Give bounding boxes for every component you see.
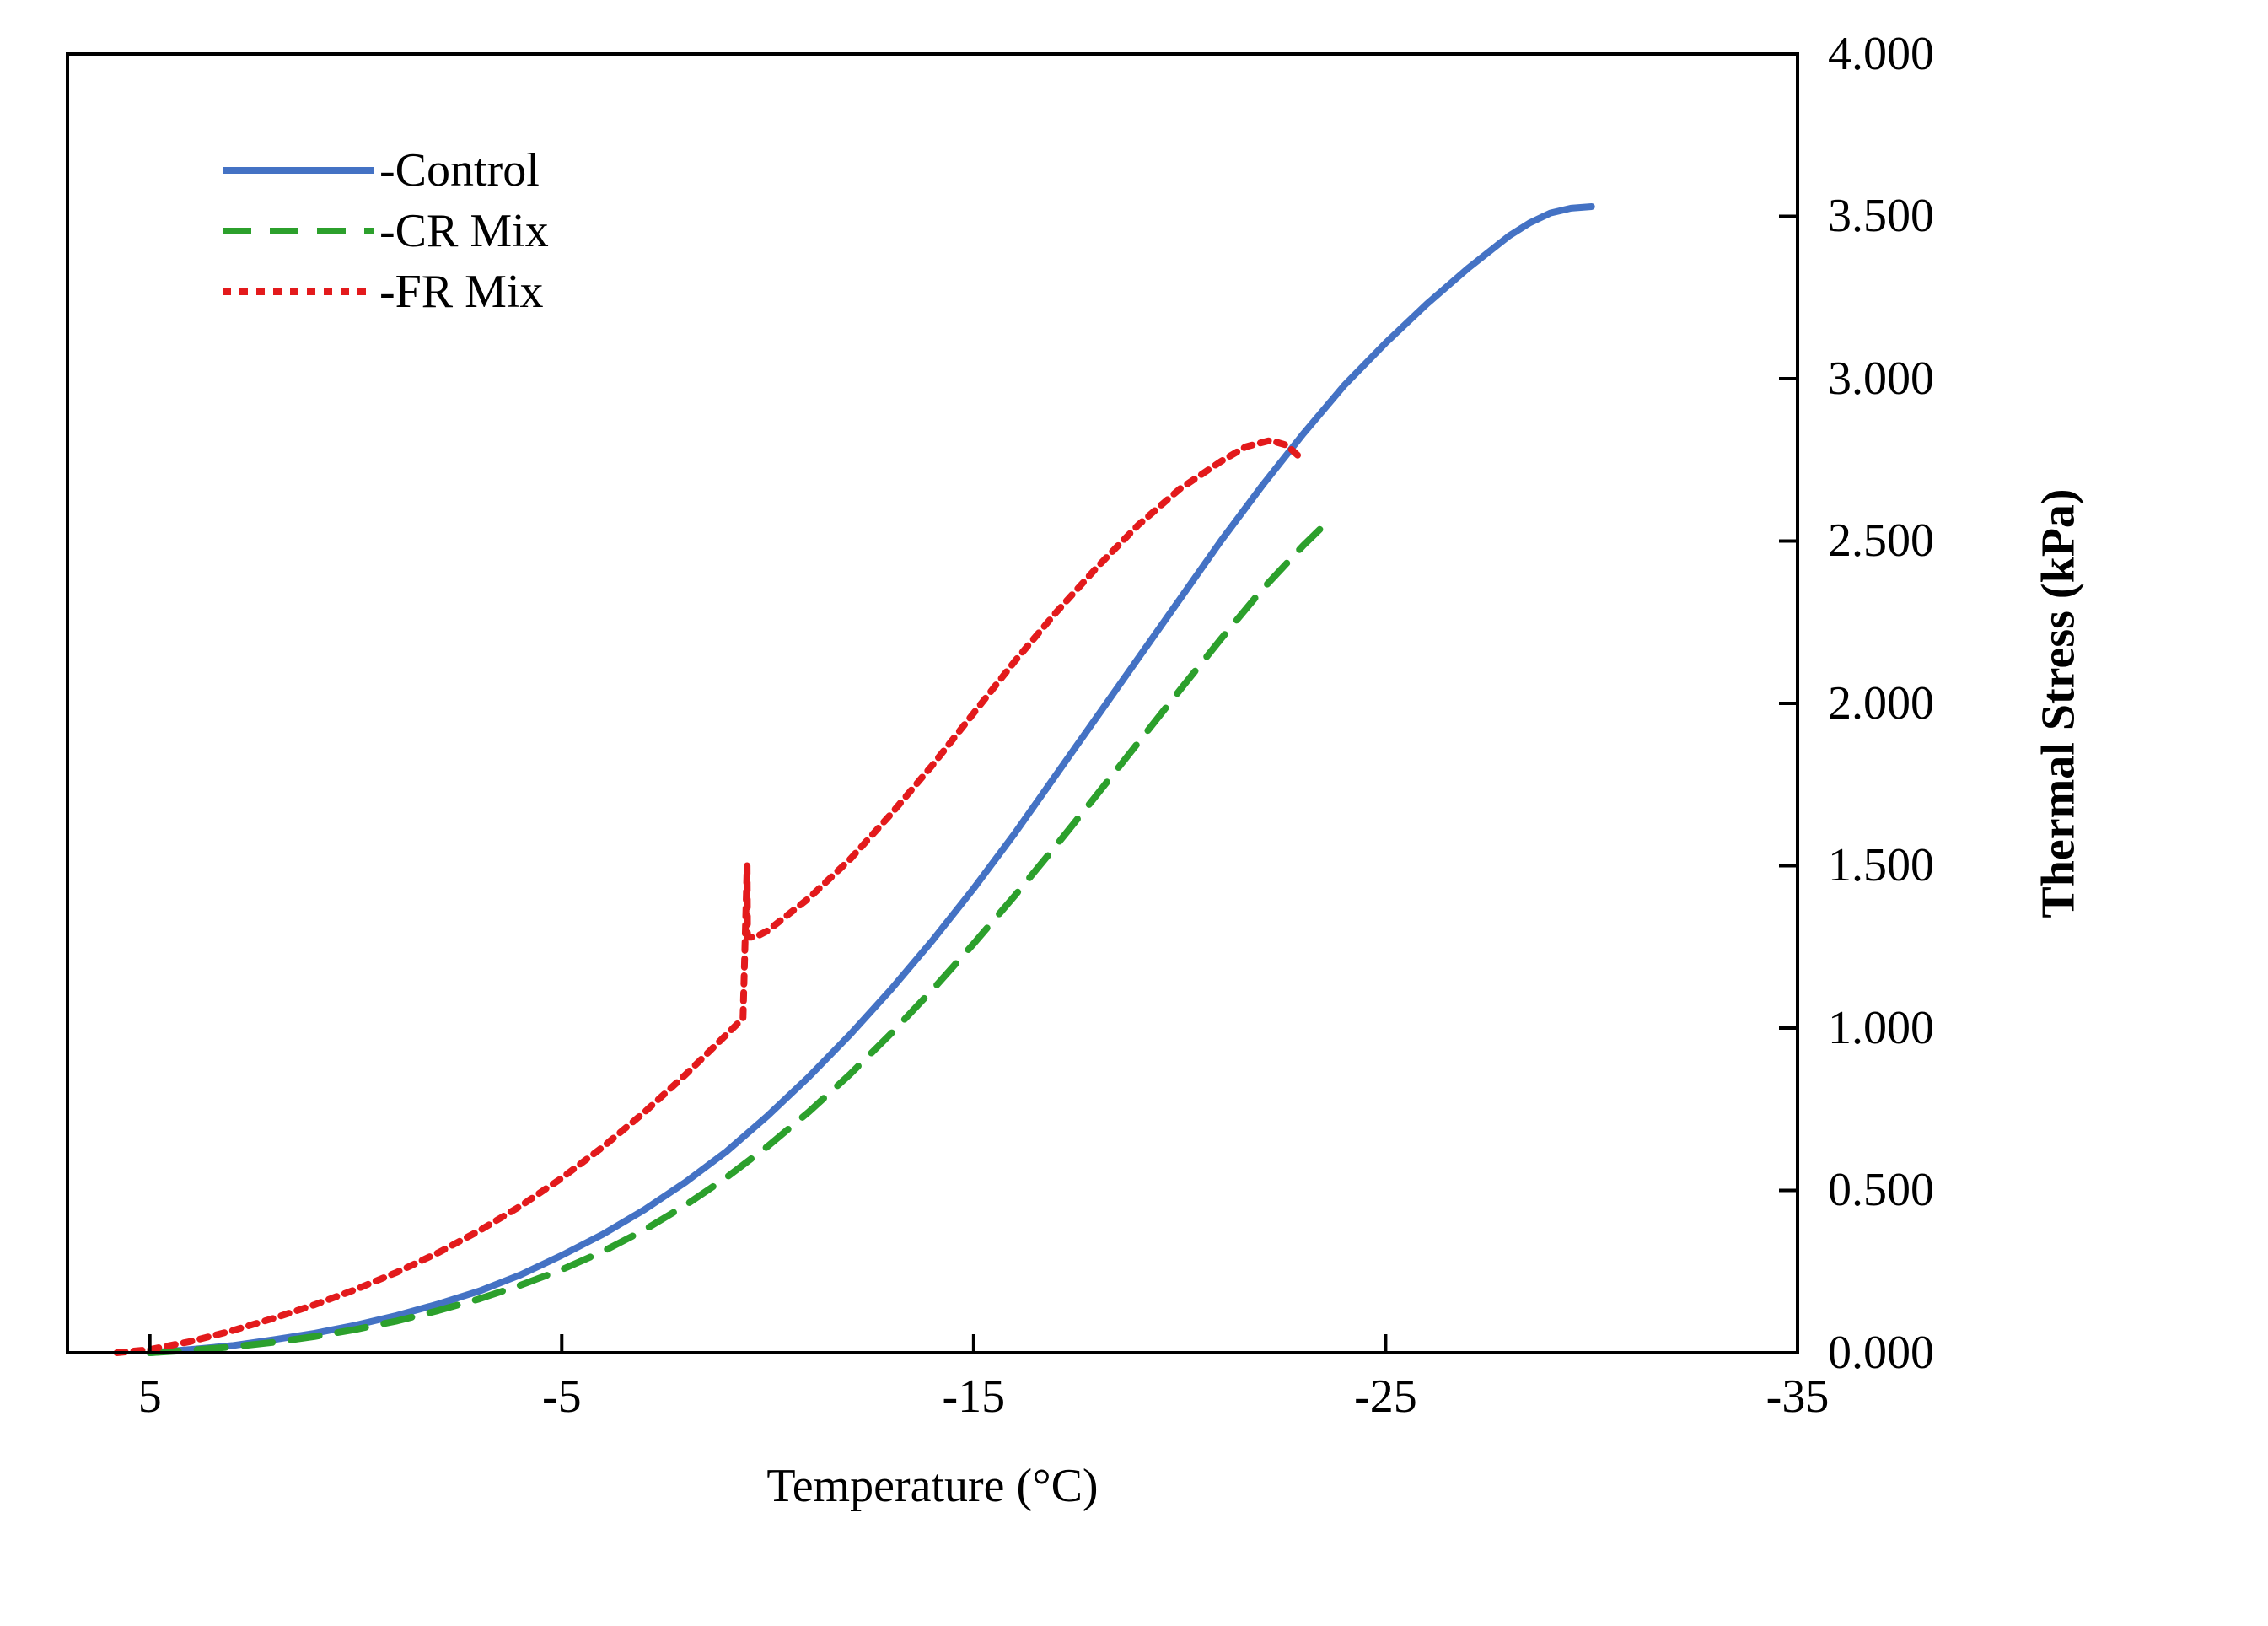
legend-label: -Control <box>379 143 540 197</box>
y-tick-label: 1.500 <box>1828 838 1934 892</box>
x-tick-label: 5 <box>83 1370 218 1424</box>
legend-label: -FR Mix <box>379 265 544 319</box>
y-tick-label: 1.000 <box>1828 1001 1934 1055</box>
x-tick-label: -5 <box>494 1370 629 1424</box>
x-tick-label: -15 <box>906 1370 1041 1424</box>
y-tick-label: 0.000 <box>1828 1326 1934 1380</box>
y-tick-label: 0.500 <box>1828 1163 1934 1217</box>
x-tick-label: -25 <box>1318 1370 1453 1424</box>
y-axis-title: Thermal Stress (kPa) <box>2032 488 2086 918</box>
legend-item: -CR Mix <box>223 201 549 261</box>
x-axis-title: Temperature (°C) <box>553 1459 1312 1513</box>
y-tick-label: 3.500 <box>1828 189 1934 243</box>
legend-swatch <box>223 261 374 322</box>
y-tick-label: 2.000 <box>1828 676 1934 730</box>
legend-swatch <box>223 140 374 201</box>
y-tick-label: 4.000 <box>1828 27 1934 81</box>
chart-figure: 5-5-15-25-350.0000.5001.0001.5002.0002.5… <box>0 0 2268 1626</box>
legend-swatch <box>223 201 374 261</box>
legend-item: -Control <box>223 140 549 201</box>
y-tick-label: 2.500 <box>1828 514 1934 568</box>
y-tick-label: 3.000 <box>1828 352 1934 406</box>
legend-item: -FR Mix <box>223 261 549 322</box>
chart-legend: -Control -CR Mix -FR Mix <box>211 132 561 331</box>
legend-label: -CR Mix <box>379 204 549 258</box>
